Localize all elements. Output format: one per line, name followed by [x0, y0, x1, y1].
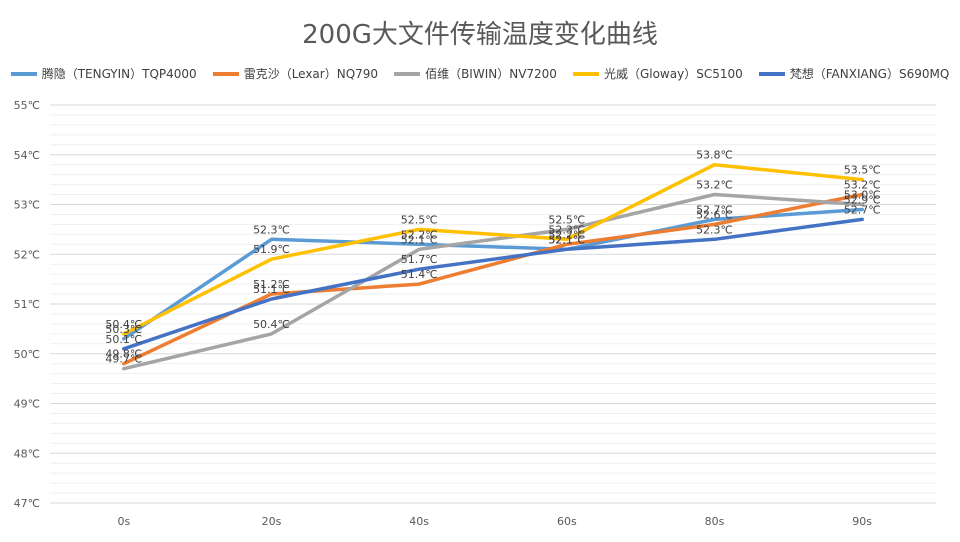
legend-item-5: 梵想（FANXIANG）S690MQ: [758, 65, 950, 82]
data-label: 52.2℃: [401, 228, 438, 241]
data-label: 49.7℃: [105, 353, 142, 366]
y-tick-label: 47℃: [14, 497, 40, 510]
legend-label: 梵想（FANXIANG）S690MQ: [789, 67, 950, 81]
x-tick-label: 20s: [262, 515, 282, 528]
legend: 腾隐（TENGYIN）TQP4000 雷克沙（Lexar）NQ790 佰维（BIWI…: [0, 65, 960, 82]
data-label: 52.3℃: [548, 223, 585, 236]
data-label: 53.8℃: [696, 149, 733, 162]
series-line-3: [122, 192, 864, 371]
legend-swatch: [572, 71, 599, 76]
y-tick-label: 51℃: [14, 298, 40, 311]
data-label: 52.5℃: [401, 213, 438, 226]
data-label: 50.1℃: [105, 333, 142, 346]
legend-item-3: 佰维（BIWIN）NV7200: [394, 65, 557, 82]
y-tick-label: 49℃: [14, 398, 40, 411]
data-label: 49.8℃: [105, 348, 142, 361]
x-tick-label: 90s: [852, 515, 872, 528]
y-tick-label: 53℃: [14, 199, 40, 212]
x-tick-label: 80s: [705, 515, 725, 528]
legend-label: 雷克沙（Lexar）NQ790: [243, 67, 379, 81]
x-tick-label: 0s: [117, 515, 130, 528]
data-label: 52.1℃: [401, 233, 438, 246]
legend-item-2: 雷克沙（Lexar）NQ790: [212, 65, 379, 82]
data-label: 50.4℃: [253, 318, 290, 331]
chart-title: 200G大文件传输温度变化曲线: [302, 20, 658, 50]
legend-swatch: [758, 71, 785, 76]
legend-label: 腾隐（TENGYIN）TQP4000: [41, 67, 197, 81]
y-tick-label: 48℃: [14, 447, 40, 460]
y-tick-label: 54℃: [14, 149, 40, 162]
data-label: 52.3℃: [696, 223, 733, 236]
data-label: 53.5℃: [844, 164, 881, 177]
y-tick-label: 55℃: [14, 99, 40, 112]
data-label: 51.2℃: [253, 278, 290, 291]
legend-swatch: [394, 71, 421, 76]
data-label: 50.3℃: [105, 323, 142, 336]
legend-swatch: [212, 71, 239, 76]
data-label: 52.1℃: [548, 233, 585, 246]
data-label: 52.6℃: [696, 208, 733, 221]
data-label: 52.3℃: [253, 223, 290, 236]
data-label: 51.9℃: [253, 243, 290, 256]
legend-item-4: 光威（Gloway）SC5100: [572, 65, 743, 82]
data-label: 52.9℃: [844, 193, 881, 206]
series-line-4: [122, 162, 864, 336]
y-tick-label: 52℃: [14, 248, 40, 261]
y-tick-label: 50℃: [14, 348, 40, 361]
data-label: 53.2℃: [696, 179, 733, 192]
series-line-5: [122, 217, 864, 351]
data-label: 51.7℃: [401, 253, 438, 266]
x-tick-label: 40s: [409, 515, 429, 528]
x-tick-label: 60s: [557, 515, 577, 528]
data-label: 53.0℃: [844, 189, 881, 202]
legend-label: 光威（Gloway）SC5100: [603, 67, 743, 81]
data-label: 53.2℃: [844, 179, 881, 192]
legend-item-1: 腾隐（TENGYIN）TQP4000: [10, 65, 197, 82]
data-label: 51.4℃: [401, 268, 438, 281]
data-label: 52.7℃: [696, 203, 733, 216]
data-label: 52.5℃: [548, 213, 585, 226]
legend-label: 佰维（BIWIN）NV7200: [425, 67, 557, 81]
data-label: 51.1℃: [253, 283, 290, 296]
data-label: 52.1℃: [548, 233, 585, 246]
data-label: 50.4℃: [105, 318, 142, 331]
legend-swatch: [10, 71, 37, 76]
data-label: 52.7℃: [844, 203, 881, 216]
data-label: 52.2℃: [548, 228, 585, 241]
